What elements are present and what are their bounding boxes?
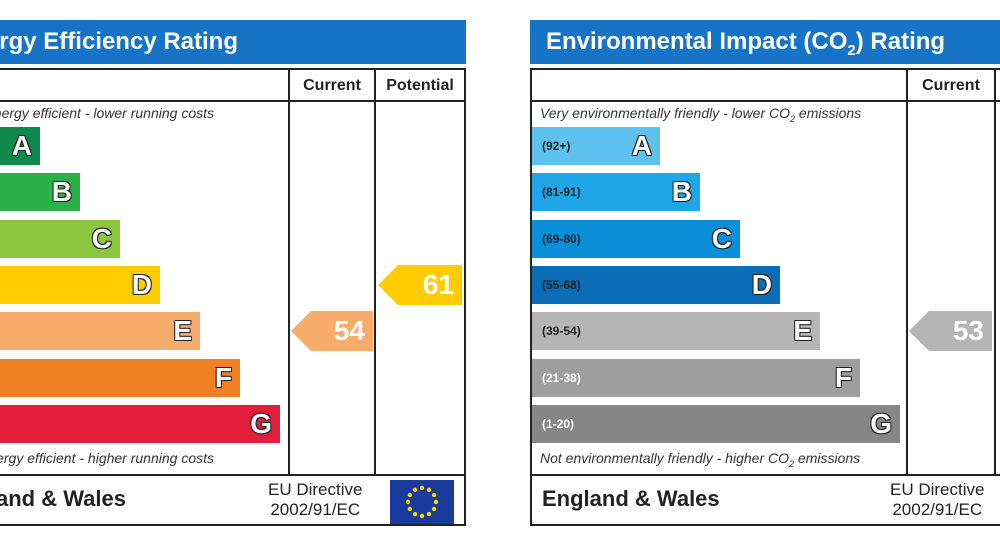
eu-flag-star (433, 499, 439, 505)
co2-col-current: Current (922, 77, 980, 94)
co2-band-letter-c: C (711, 222, 732, 254)
eu-flag-star (431, 492, 437, 498)
co2-band-range-e: (39-54) (542, 324, 581, 339)
energy-band-g: G (0, 404, 280, 443)
energy-col-potential: Potential (386, 77, 454, 94)
energy-frame (0, 68, 466, 526)
co2-divider-current (906, 68, 908, 476)
co2-top-note: Very environmentally friendly - lower CO… (540, 105, 862, 124)
energy-potential-arrow-shape (378, 264, 462, 305)
energy-potential-arrow-value: 61 (422, 268, 454, 300)
eu-flag-star (426, 511, 432, 517)
co2-band-letter-d: D (751, 268, 772, 300)
eu-flag-star (419, 485, 425, 491)
co2-band-c: (69-80) C (532, 219, 740, 258)
energy-header-rule (0, 100, 466, 102)
co2-band-a: (92+) A (532, 127, 660, 165)
energy-top-note: Very energy efficient - lower running co… (0, 105, 214, 121)
energy-band-letter-d: D (131, 268, 152, 300)
energy-divider-current (288, 68, 290, 476)
co2-band-letter-a: A (631, 130, 652, 161)
energy-band-a: A (0, 127, 40, 165)
energy-current-arrow: 54 (291, 311, 373, 352)
energy-band-b: B (0, 173, 80, 212)
co2-band-range-a: (92+) (542, 139, 571, 153)
eu-flag-star (426, 487, 432, 493)
eu-flag-icon (390, 480, 454, 524)
co2-region: England & Wales (542, 486, 720, 511)
co2-band-letter-e: E (793, 315, 812, 347)
co2-band-range-c: (69-80) (542, 231, 581, 246)
co2-band-letter-g: G (870, 407, 892, 439)
co2-title: Environmental Impact (CO2) Rating (546, 28, 946, 59)
co2-directive-line2: 2002/91/EC (892, 500, 983, 519)
energy-band-letter-e: E (173, 315, 192, 347)
energy-band-letter-c: C (91, 222, 112, 254)
energy-col-current: Current (303, 77, 361, 94)
eu-flag-star (407, 506, 413, 512)
co2-directive: EU Directive 2002/91/EC (890, 480, 984, 520)
energy-region: England & Wales (0, 486, 126, 511)
energy-divider-potential (374, 68, 376, 476)
energy-band-letter-b: B (51, 176, 72, 208)
co2-title-banner: Environmental Impact (CO2) Rating (530, 20, 1000, 64)
energy-band-letter-f: F (214, 361, 232, 393)
co2-band-range-f: (21-38) (542, 370, 581, 385)
energy-directive-line1: EU Directive (268, 480, 363, 499)
energy-title: Energy Efficiency Rating (0, 28, 238, 55)
co2-band-e: (39-54) E (532, 312, 820, 351)
co2-band-g: (1-20) G (532, 404, 900, 443)
eu-flag-star (405, 499, 411, 505)
energy-band-letter-a: A (11, 130, 32, 161)
co2-band-b: (81-91) B (532, 173, 700, 212)
energy-band-e: E (0, 312, 200, 351)
co2-band-letter-b: B (671, 176, 692, 208)
co2-frame (530, 68, 1000, 526)
co2-band-range-b: (81-91) (542, 185, 581, 200)
energy-band-f: F (0, 358, 240, 397)
co2-current-arrow-shape (909, 311, 992, 352)
energy-bottom-note: Not energy efficient - higher running co… (0, 450, 214, 466)
co2-directive-line1: EU Directive (890, 480, 985, 499)
co2-current-arrow-value: 53 (952, 315, 984, 347)
co2-band-range-d: (55-68) (542, 277, 581, 292)
energy-directive-line2: 2002/91/EC (270, 500, 361, 519)
co2-band-f: (21-38) F (532, 358, 860, 397)
energy-band-c: C (0, 219, 120, 258)
energy-footer-rule (0, 474, 466, 476)
co2-header-rule (530, 100, 1000, 102)
eu-flag-star (407, 492, 413, 498)
energy-current-arrow-value: 54 (333, 315, 365, 347)
co2-bottom-note: Not environmentally friendly - higher CO… (540, 450, 861, 469)
energy-band-letter-g: G (250, 407, 272, 439)
eu-flag-star (419, 513, 425, 519)
eu-flag-star (412, 487, 418, 493)
co2-band-d: (55-68) D (532, 265, 780, 304)
co2-footer-rule (530, 474, 1000, 476)
eu-flag-star (431, 506, 437, 512)
co2-band-letter-f: F (834, 361, 852, 393)
energy-current-arrow-shape (291, 311, 373, 352)
co2-band-range-g: (1-20) (542, 416, 575, 431)
energy-band-d: D (0, 265, 160, 304)
environmental-impact-panel: Environmental Impact (CO2) Rating Curren… (530, 0, 1000, 543)
energy-title-banner: Energy Efficiency Rating (0, 20, 466, 64)
energy-directive: EU Directive 2002/91/EC (268, 480, 362, 520)
eu-flag-star (412, 511, 418, 517)
energy-potential-arrow: 61 (378, 264, 462, 305)
co2-divider-potential (994, 68, 996, 476)
co2-current-arrow: 53 (909, 311, 992, 352)
energy-efficiency-panel: Energy Efficiency Rating Current Potenti… (0, 0, 466, 543)
